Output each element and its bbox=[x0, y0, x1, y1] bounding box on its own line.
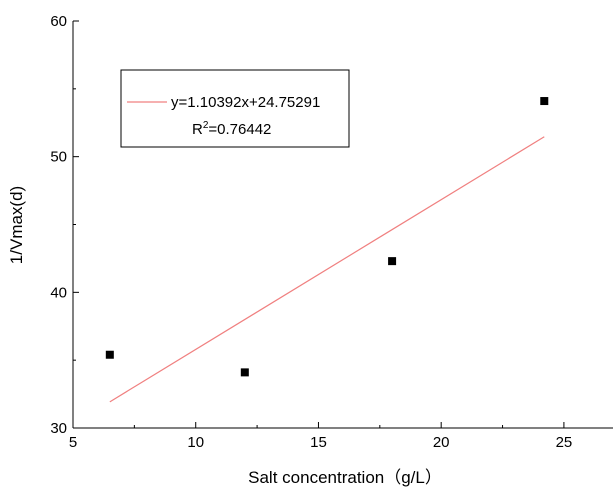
legend-r2-value: =0.76442 bbox=[208, 121, 271, 138]
data-point bbox=[388, 257, 397, 266]
y-tick-label: 40 bbox=[50, 284, 67, 301]
legend-box bbox=[120, 69, 350, 148]
data-point bbox=[105, 350, 114, 359]
y-tick-label: 50 bbox=[50, 149, 67, 166]
x-axis-title: Salt concentration（g/L） bbox=[248, 468, 442, 487]
y-ticks: 30 40 50 60 bbox=[50, 13, 79, 437]
y-tick-label: 60 bbox=[50, 13, 67, 30]
x-tick-label: 5 bbox=[69, 434, 77, 451]
legend-equation: y=1.10392x+24.75291 bbox=[171, 94, 320, 111]
x-tick-label: 10 bbox=[187, 434, 204, 451]
data-points bbox=[105, 97, 549, 377]
y-axis-title: 1/Vmax(d) bbox=[7, 186, 26, 264]
data-point bbox=[240, 368, 249, 377]
x-tick-label: 20 bbox=[433, 434, 450, 451]
legend-r2: R2=0.76442 bbox=[192, 120, 271, 138]
legend-r2-base: R bbox=[192, 121, 203, 138]
x-ticks: 5 10 15 20 25 bbox=[69, 422, 572, 451]
y-tick-label: 30 bbox=[50, 420, 67, 437]
legend-r2-exponent: 2 bbox=[203, 120, 209, 131]
data-point bbox=[540, 97, 549, 106]
fit-line bbox=[109, 136, 545, 403]
x-tick-label: 25 bbox=[556, 434, 573, 451]
legend: y=1.10392x+24.75291 R2=0.76442 bbox=[120, 69, 350, 148]
x-tick-label: 15 bbox=[310, 434, 327, 451]
